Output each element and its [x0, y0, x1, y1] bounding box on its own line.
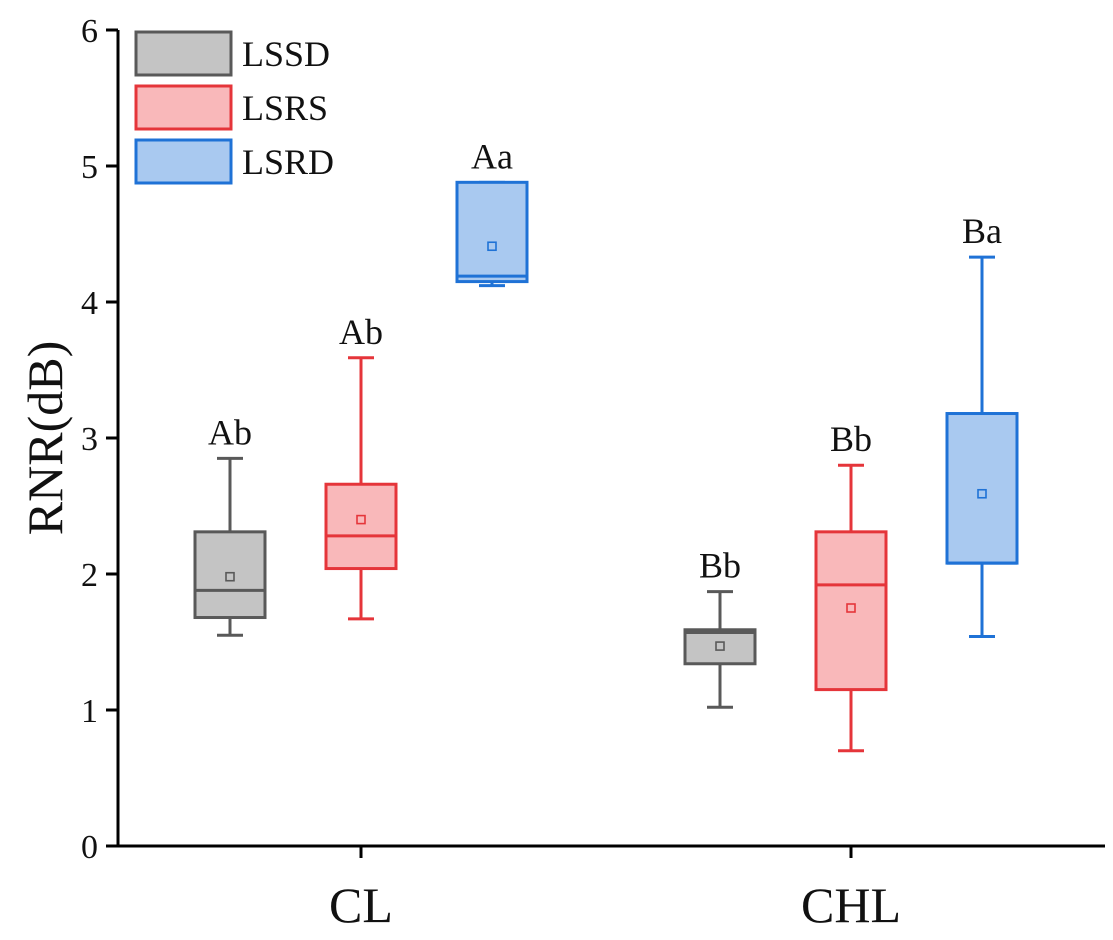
y-tick-label: 2 — [81, 557, 98, 594]
legend-item-LSRD: LSRD — [134, 138, 334, 185]
significance-label: Bb — [830, 419, 872, 459]
y-tick-label: 6 — [81, 13, 98, 50]
legend-swatch — [134, 138, 233, 185]
axes: 0 1 2 3 4 5 6 CL CHL — [81, 13, 1105, 933]
x-tick-label: CHL — [801, 877, 901, 933]
box-LSRS-CHL: Bb — [814, 419, 888, 753]
x-tick-label: CL — [329, 877, 393, 933]
mean-marker — [846, 603, 856, 613]
significance-label: Ba — [962, 211, 1002, 251]
box-LSSD-CHL: Bb — [683, 546, 757, 709]
box-LSRD-CL: Aa — [455, 136, 529, 288]
mean-marker — [225, 571, 235, 582]
legend: LSSD LSRS LSRD — [134, 30, 334, 185]
box-LSRS-CL: Ab — [324, 312, 398, 621]
iqr-box — [193, 530, 267, 620]
iqr-box — [945, 412, 1019, 565]
y-tick-label: 3 — [81, 421, 98, 458]
significance-label: Bb — [699, 546, 741, 586]
legend-label: LSRD — [242, 142, 334, 182]
y-tick-label: 4 — [81, 285, 98, 322]
mean-marker — [487, 241, 497, 252]
mean-marker — [715, 641, 725, 651]
legend-label: LSRS — [242, 88, 328, 128]
y-tick-label: 1 — [81, 693, 98, 730]
legend-item-LSSD: LSSD — [134, 30, 330, 77]
significance-label: Aa — [471, 136, 513, 176]
box-LSSD-CL: Ab — [193, 412, 267, 637]
iqr-box — [324, 482, 398, 571]
legend-item-LSRS: LSRS — [134, 84, 328, 131]
y-tick-label: 0 — [81, 829, 98, 866]
iqr-box — [455, 180, 529, 284]
mean-marker — [977, 488, 987, 499]
legend-swatch — [134, 30, 233, 77]
mean-marker — [356, 514, 366, 525]
box-groups: Ab Bb Ab Bb Aa Ba — [193, 136, 1019, 753]
y-tick-label: 5 — [81, 149, 98, 186]
y-axis-title: RNR(dB) — [17, 341, 73, 535]
box-LSRD-CHL: Ba — [945, 211, 1019, 639]
iqr-box — [683, 628, 757, 666]
significance-label: Ab — [208, 412, 252, 452]
legend-swatch — [134, 84, 233, 131]
significance-label: Ab — [339, 312, 383, 352]
iqr-box — [814, 530, 888, 692]
legend-label: LSSD — [242, 34, 330, 74]
